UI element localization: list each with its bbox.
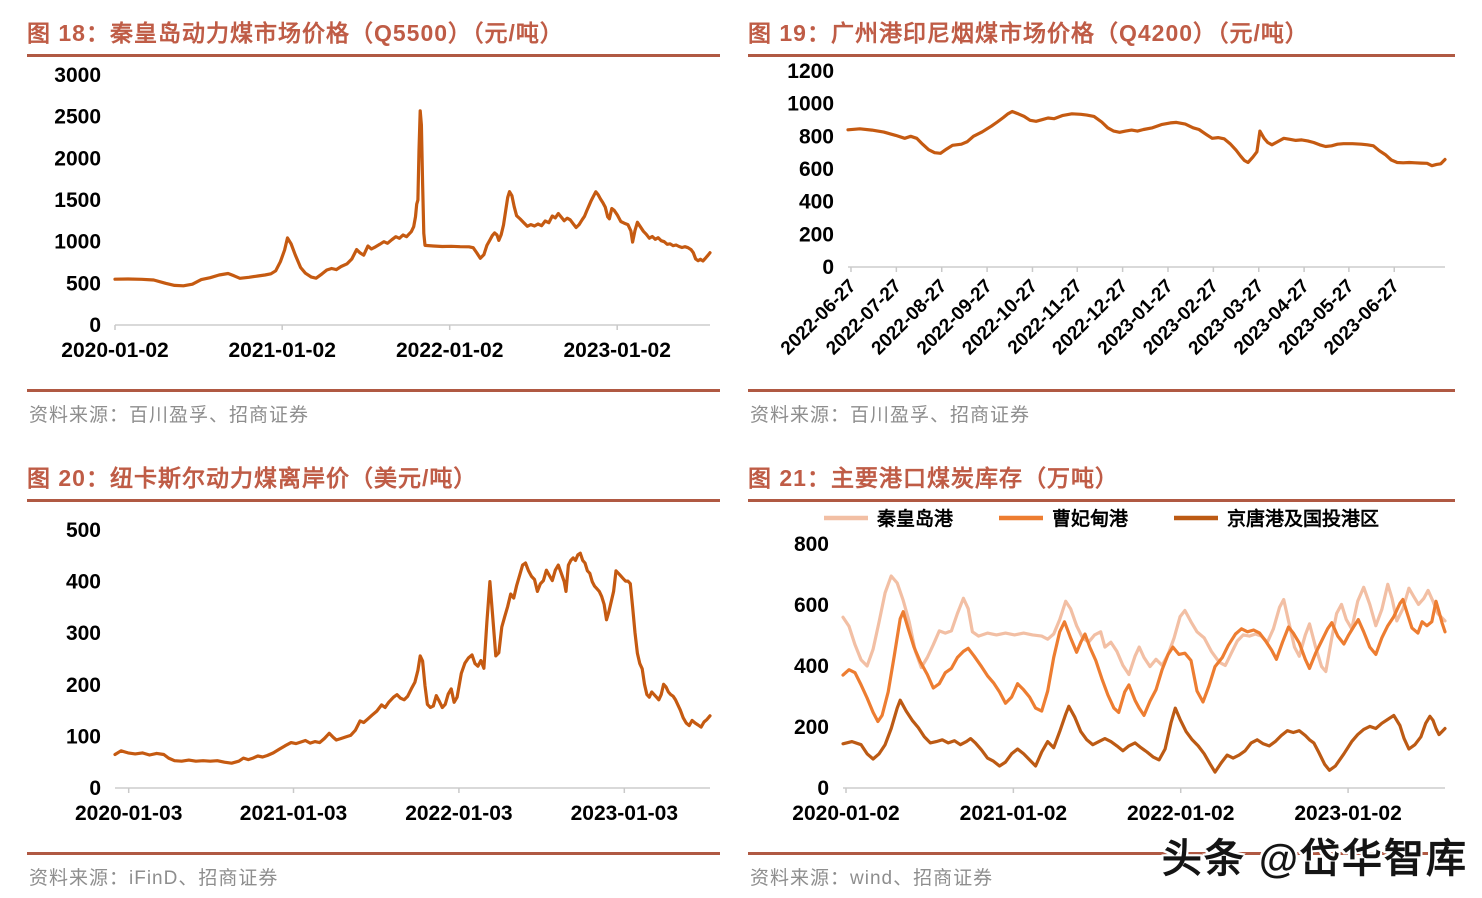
line-chart-svg: 0 500 1000 1500 2000 2500 3000 2020-01-02 2021-0…	[54, 64, 712, 362]
x-tick-label: 2023-01-02	[563, 339, 670, 362]
y-tick-label: 2500	[54, 106, 101, 129]
x-tick-label: 2020-01-02	[792, 802, 899, 825]
y-tick-label: 600	[799, 158, 834, 181]
figure-21-title-underline	[748, 499, 1455, 502]
figure-21-bottom-rule	[748, 852, 1455, 855]
y-tick-label: 800	[794, 533, 829, 556]
line-chart-svg: 0 100 200 300 400 500 2020-01-03 2021-01-03 2022…	[66, 519, 712, 825]
watermark: 头条 @岱华智库	[1161, 837, 1468, 881]
figure-18-panel: 图 18：秦皇岛动力煤市场价格（Q5500）（元/吨） 0 500 1000 1500…	[27, 12, 720, 431]
series-line	[113, 551, 712, 765]
legend-label: 京唐港及国投港区	[1227, 507, 1379, 530]
x-tick-label: 2022-01-03	[405, 802, 512, 825]
y-tick-label: 800	[799, 125, 834, 148]
figure-20-panel: 图 20：纽卡斯尔动力煤离岸价（美元/吨） 0 100 200 300 400 500 20…	[27, 457, 720, 894]
figure-20-bottom-rule	[27, 852, 720, 855]
figure-18-bottom-rule	[27, 389, 720, 392]
y-tick-label: 1200	[787, 60, 834, 83]
figure-20-title-underline	[27, 499, 720, 502]
line-chart-svg: 0 200 400 600 800 2020-01-02 2021-01-02 2022-01…	[792, 507, 1447, 825]
y-tick-label: 2000	[54, 147, 101, 170]
series-line	[841, 574, 1447, 677]
y-tick-label: 200	[794, 716, 829, 739]
figure-19-source: 资料来源：百川盈孚、招商证券	[750, 405, 1031, 426]
figure-18-title: 图 18：秦皇岛动力煤市场价格（Q5500）（元/吨）	[27, 20, 564, 46]
x-tick-label: 2020-01-02	[61, 339, 168, 362]
figure-19-panel: 图 19：广州港印尼烟煤市场价格（Q4200）（元/吨） 0 200 400 600 8…	[748, 12, 1455, 431]
figure-20-chart: 0 100 200 300 400 500 2020-01-03 2021-01-03 2022…	[27, 502, 720, 850]
figure-18-chart: 0 500 1000 1500 2000 2500 3000 2020-01-02 2021-0…	[27, 57, 720, 387]
figure-21-panel: 图 21：主要港口煤炭库存（万吨） 0 200 400 600 800 2020-01-0…	[748, 457, 1455, 894]
series-line	[841, 597, 1447, 724]
line-chart-svg: 0200400600800100012002022-06-272022-07-2…	[777, 60, 1447, 359]
x-tick-label: 2021-01-02	[960, 802, 1067, 825]
y-tick-label: 0	[89, 777, 101, 800]
legend-label: 曹妃甸港	[1052, 507, 1129, 530]
legend-label: 秦皇岛港	[876, 507, 954, 530]
x-tick-label: 2022-01-02	[396, 339, 503, 362]
y-tick-label: 3000	[54, 64, 101, 87]
y-tick-label: 400	[799, 191, 834, 214]
figure-grid: 图 18：秦皇岛动力煤市场价格（Q5500）（元/吨） 0 500 1000 1500…	[27, 12, 1455, 894]
y-tick-label: 600	[794, 594, 829, 617]
x-tick-label: 2022-01-02	[1127, 802, 1234, 825]
figure-19-title: 图 19：广州港印尼烟煤市场价格（Q4200）（元/吨）	[748, 20, 1309, 46]
figure-20-title: 图 20：纽卡斯尔动力煤离岸价（美元/吨）	[27, 465, 478, 491]
y-tick-label: 200	[799, 223, 834, 246]
figure-19-bottom-rule	[748, 389, 1455, 392]
y-tick-label: 0	[89, 314, 101, 337]
series-line	[846, 109, 1447, 168]
y-tick-label: 200	[66, 674, 101, 697]
x-tick-label: 2023-01-03	[571, 802, 678, 825]
series-line	[841, 698, 1447, 774]
figure-21-title: 图 21：主要港口煤炭库存（万吨）	[748, 465, 1119, 491]
y-tick-label: 0	[822, 256, 834, 279]
y-tick-label: 500	[66, 272, 101, 295]
x-tick-label: 2021-01-03	[240, 802, 347, 825]
y-tick-label: 400	[66, 571, 101, 594]
figure-19-title-underline	[748, 54, 1455, 57]
figure-21-chart: 0 200 400 600 800 2020-01-02 2021-01-02 2022-01…	[748, 502, 1455, 850]
figure-18-source: 资料来源：百川盈孚、招商证券	[29, 405, 310, 426]
y-tick-label: 1500	[54, 189, 101, 212]
series-line	[113, 109, 712, 288]
figure-19-chart: 0 200 400 600 800 1000 1200 2022-06-27 2022-07-2…	[748, 57, 1455, 387]
figure-20-source: 资料来源：iFinD、招商证券	[29, 868, 279, 889]
x-tick-label: 2020-01-03	[75, 802, 182, 825]
y-tick-label: 400	[794, 655, 829, 678]
y-tick-label: 0	[817, 777, 829, 800]
x-tick-label: 2021-01-02	[228, 339, 335, 362]
y-tick-label: 1000	[787, 93, 834, 116]
y-tick-label: 100	[66, 725, 101, 748]
y-tick-label: 300	[66, 622, 101, 645]
figure-21-source: 资料来源：wind、招商证券	[750, 868, 994, 889]
x-tick-label: 2023-01-02	[1294, 802, 1401, 825]
y-tick-label: 500	[66, 519, 101, 542]
figure-18-title-underline	[27, 54, 720, 57]
y-tick-label: 1000	[54, 231, 101, 254]
